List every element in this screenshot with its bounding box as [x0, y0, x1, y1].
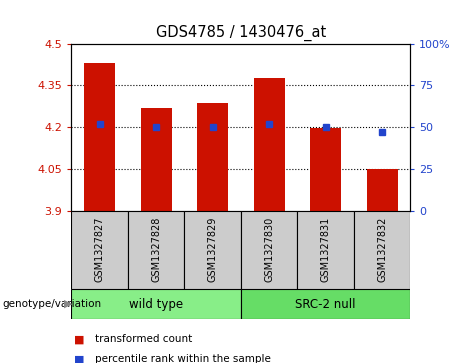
Text: GSM1327829: GSM1327829 — [207, 217, 218, 282]
Bar — [84, 63, 115, 211]
Bar — [141, 107, 171, 211]
Bar — [71, 211, 128, 289]
Text: GSM1327831: GSM1327831 — [320, 217, 331, 282]
Bar — [366, 169, 397, 211]
Text: wild type: wild type — [129, 298, 183, 310]
Bar — [241, 289, 410, 319]
Bar — [310, 129, 341, 211]
Text: transformed count: transformed count — [95, 334, 192, 344]
Bar — [197, 103, 228, 211]
Text: ■: ■ — [74, 354, 84, 363]
Bar — [254, 78, 284, 211]
Bar — [354, 211, 410, 289]
Bar — [128, 211, 184, 289]
Text: GSM1327830: GSM1327830 — [264, 217, 274, 282]
Bar — [297, 211, 354, 289]
Text: ■: ■ — [74, 334, 84, 344]
Bar — [184, 211, 241, 289]
Text: SRC-2 null: SRC-2 null — [296, 298, 356, 310]
Text: GSM1327827: GSM1327827 — [95, 217, 105, 282]
Text: genotype/variation: genotype/variation — [2, 299, 101, 309]
Text: GSM1327828: GSM1327828 — [151, 217, 161, 282]
Text: percentile rank within the sample: percentile rank within the sample — [95, 354, 271, 363]
Text: GSM1327832: GSM1327832 — [377, 217, 387, 282]
Bar — [241, 211, 297, 289]
Title: GDS4785 / 1430476_at: GDS4785 / 1430476_at — [156, 25, 326, 41]
Text: ▶: ▶ — [64, 299, 72, 309]
Bar — [71, 289, 241, 319]
